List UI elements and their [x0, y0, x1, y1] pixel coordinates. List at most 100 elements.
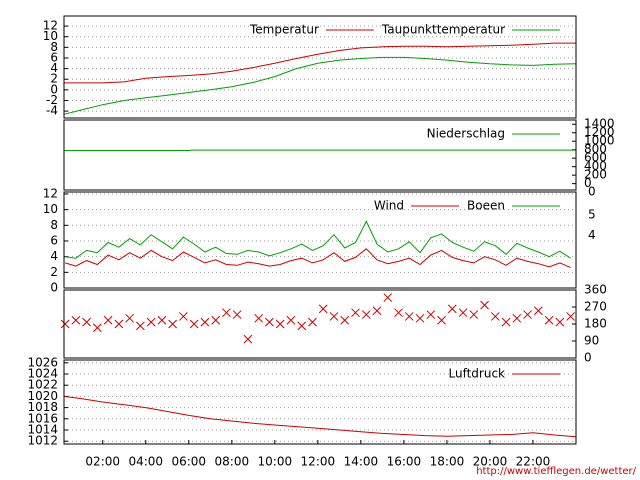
y-tick-label: 6	[50, 233, 58, 247]
y-tick-label: 1024	[27, 367, 58, 381]
point	[361, 310, 371, 319]
point	[297, 321, 307, 331]
y-tick-label: 2	[50, 72, 58, 86]
point	[555, 317, 565, 327]
point	[200, 317, 210, 327]
y-tick-label: 1018	[27, 400, 58, 414]
legend-label: Niederschlag	[427, 127, 505, 141]
y-tick-label: 180	[584, 317, 607, 331]
point	[512, 313, 522, 323]
point	[179, 312, 188, 321]
series-line	[64, 42, 576, 84]
point	[243, 334, 253, 344]
y-tick-label: 0	[584, 176, 592, 190]
point	[329, 312, 339, 321]
point	[157, 315, 167, 325]
point	[426, 310, 436, 319]
y-tick-label: 270	[584, 300, 607, 314]
point	[222, 308, 231, 318]
series-line	[63, 56, 577, 115]
point	[189, 319, 199, 329]
point	[437, 315, 446, 325]
y-tick-label: 360	[584, 283, 607, 297]
y-tick-label: 400	[584, 159, 607, 173]
point	[146, 317, 156, 327]
point	[533, 306, 543, 316]
panel-frame	[63, 359, 577, 445]
panel-frame	[63, 15, 577, 119]
point	[523, 310, 532, 319]
point	[114, 319, 124, 329]
point	[286, 315, 296, 325]
y-tick-label: 600	[584, 151, 607, 165]
y-tick-label: 4	[50, 249, 58, 263]
x-tick-label: 02:00	[85, 455, 120, 469]
y-tick-label: 1016	[27, 411, 58, 425]
x-tick-label: 10:00	[258, 455, 293, 469]
legend-label: Taupunkttemperatur	[381, 23, 505, 37]
y-tick-label: 1400	[584, 117, 615, 131]
point	[168, 319, 177, 329]
y-tick-label: 0	[584, 351, 592, 365]
series-line	[63, 395, 577, 438]
point	[82, 317, 91, 327]
x-tick-label: 04:00	[128, 455, 163, 469]
y-tick-label: 1022	[27, 378, 58, 392]
x-tick-label: 08:00	[215, 455, 250, 469]
point	[383, 293, 393, 302]
point	[136, 321, 145, 331]
point	[92, 323, 102, 333]
point	[566, 312, 575, 321]
point	[372, 306, 382, 316]
point	[447, 304, 457, 314]
x-tick-label: 14:00	[344, 455, 379, 469]
y-tick-label: 1200	[584, 125, 615, 139]
point	[490, 312, 500, 321]
legend-label: Boeen	[467, 199, 505, 213]
point	[265, 317, 274, 327]
y-tick-label: 8	[50, 40, 58, 54]
point	[340, 315, 350, 325]
panel-frame	[63, 119, 577, 191]
x-tick-label: 22:00	[516, 455, 551, 469]
axis-annotation: 4	[588, 228, 596, 242]
point	[71, 315, 81, 325]
y-tick-label: 1020	[27, 389, 58, 403]
y-tick-label: 10	[43, 202, 58, 216]
y-tick-label: 12	[43, 19, 58, 33]
point	[351, 308, 360, 318]
point	[60, 319, 70, 329]
y-tick-label: -2	[46, 93, 58, 107]
y-tick-label: 2	[50, 265, 58, 279]
series-line	[64, 248, 571, 269]
y-tick-label: 1014	[27, 423, 58, 437]
point	[469, 310, 479, 319]
point	[544, 315, 554, 325]
y-tick-label: 8	[50, 218, 58, 232]
y-tick-label: 0	[50, 82, 58, 96]
point	[211, 315, 221, 325]
point	[458, 308, 468, 318]
y-tick-label: 1000	[584, 134, 615, 148]
axis-annotation: 5	[588, 208, 596, 222]
y-tick-label: 12	[43, 186, 58, 200]
point	[254, 313, 264, 323]
y-tick-label: 800	[584, 142, 607, 156]
point	[308, 317, 317, 327]
point	[232, 310, 242, 319]
y-tick-label: 200	[584, 168, 607, 182]
axis-annotation: 0	[588, 185, 596, 199]
y-tick-label: 1012	[27, 434, 58, 448]
panel-frame	[63, 191, 577, 289]
point	[404, 312, 414, 321]
y-tick-label: 1026	[27, 355, 58, 369]
legend-label: Wind	[374, 199, 404, 213]
legend-label: Temperatur	[249, 23, 319, 37]
point	[125, 313, 134, 323]
point	[394, 308, 403, 318]
x-tick-label: 06:00	[171, 455, 206, 469]
series-line	[65, 220, 571, 259]
y-tick-label: 10	[43, 29, 58, 43]
x-tick-label: 12:00	[301, 455, 336, 469]
point	[501, 317, 511, 327]
